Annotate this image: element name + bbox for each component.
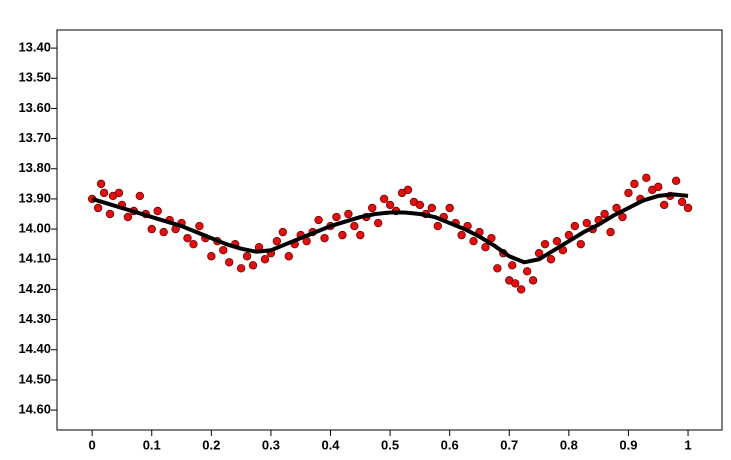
- data-point: [272, 236, 282, 246]
- data-point: [320, 233, 329, 243]
- x-tick-label: 0.6: [441, 437, 459, 452]
- data-point: [314, 215, 323, 225]
- x-tick-label: 0.8: [560, 437, 578, 452]
- data-point: [189, 239, 198, 249]
- data-point: [260, 255, 270, 264]
- data-point: [403, 185, 413, 195]
- data-point: [570, 221, 580, 231]
- y-tick-label: 14.20: [18, 281, 51, 296]
- data-point: [368, 203, 377, 213]
- y-tick-label: 13.70: [18, 130, 51, 145]
- data-point: [445, 203, 454, 213]
- x-tick-label: 0.5: [381, 437, 399, 452]
- x-tick-label: 0.7: [500, 437, 518, 452]
- data-point: [99, 188, 109, 198]
- data-point: [508, 261, 517, 270]
- x-tick-label: 0.4: [321, 437, 340, 452]
- data-point: [147, 224, 156, 234]
- data-point: [183, 233, 192, 243]
- data-point: [114, 188, 124, 198]
- data-point: [600, 209, 609, 219]
- data-point: [159, 227, 168, 237]
- data-point: [373, 218, 383, 228]
- y-tick-label: 13.80: [18, 160, 51, 175]
- x-tick-label: 0.9: [619, 437, 637, 452]
- data-point: [457, 230, 466, 240]
- data-point: [344, 209, 353, 219]
- data-point: [552, 236, 562, 246]
- data-point: [427, 203, 437, 213]
- data-point: [248, 261, 258, 270]
- data-point: [576, 239, 585, 249]
- y-tick-label: 14.10: [18, 251, 51, 266]
- y-tick-label: 13.60: [18, 100, 51, 115]
- data-point: [654, 182, 663, 192]
- data-point: [284, 252, 293, 261]
- data-point: [683, 203, 693, 213]
- data-point: [332, 212, 341, 222]
- data-point: [379, 194, 389, 204]
- y-tick-label: 14.40: [18, 341, 51, 356]
- data-point: [123, 212, 133, 222]
- x-tick-label: 0.1: [143, 437, 161, 452]
- y-tick-label: 13.50: [18, 70, 51, 85]
- fit-line: [91, 192, 689, 265]
- data-point: [105, 209, 115, 219]
- data-point: [469, 236, 478, 246]
- data-point: [493, 264, 502, 273]
- data-point: [433, 221, 442, 231]
- data-point: [511, 279, 520, 288]
- data-point: [225, 258, 234, 267]
- data-point: [540, 239, 550, 249]
- x-tick-label: 0.2: [202, 437, 220, 452]
- data-point: [624, 188, 633, 198]
- data-point: [671, 176, 681, 186]
- y-tick-label: 13.40: [18, 40, 51, 55]
- data-point: [659, 200, 669, 210]
- data-point: [236, 264, 246, 273]
- x-tick-label: 0: [89, 437, 96, 452]
- data-point: [516, 285, 526, 294]
- y-tick-label: 14.60: [18, 402, 51, 417]
- data-point: [338, 230, 347, 240]
- plot-frame: [56, 29, 723, 431]
- data-point: [546, 255, 556, 264]
- data-point: [153, 206, 162, 216]
- data-point: [350, 221, 359, 231]
- y-tick-label: 14.00: [18, 221, 51, 236]
- data-point: [219, 246, 228, 255]
- data-point: [677, 197, 687, 207]
- data-point: [278, 227, 288, 237]
- data-point: [642, 173, 651, 183]
- x-tick-label: 1: [684, 437, 691, 452]
- data-point: [481, 242, 490, 252]
- y-tick-label: 14.50: [18, 371, 51, 386]
- data-point: [528, 276, 538, 285]
- y-tick-label: 13.90: [18, 190, 51, 205]
- data-point: [242, 252, 252, 261]
- data-point: [96, 179, 106, 189]
- y-tick-label: 14.30: [18, 311, 51, 326]
- data-point: [415, 200, 425, 210]
- data-point: [135, 191, 145, 201]
- data-point: [195, 221, 204, 231]
- data-point: [385, 200, 395, 210]
- data-point: [582, 218, 591, 228]
- data-point: [356, 230, 365, 240]
- x-tick-label: 0.3: [262, 437, 280, 452]
- data-point: [207, 252, 216, 261]
- data-point: [630, 179, 639, 189]
- data-point: [522, 267, 532, 276]
- data-point: [93, 203, 103, 213]
- data-point: [606, 227, 615, 237]
